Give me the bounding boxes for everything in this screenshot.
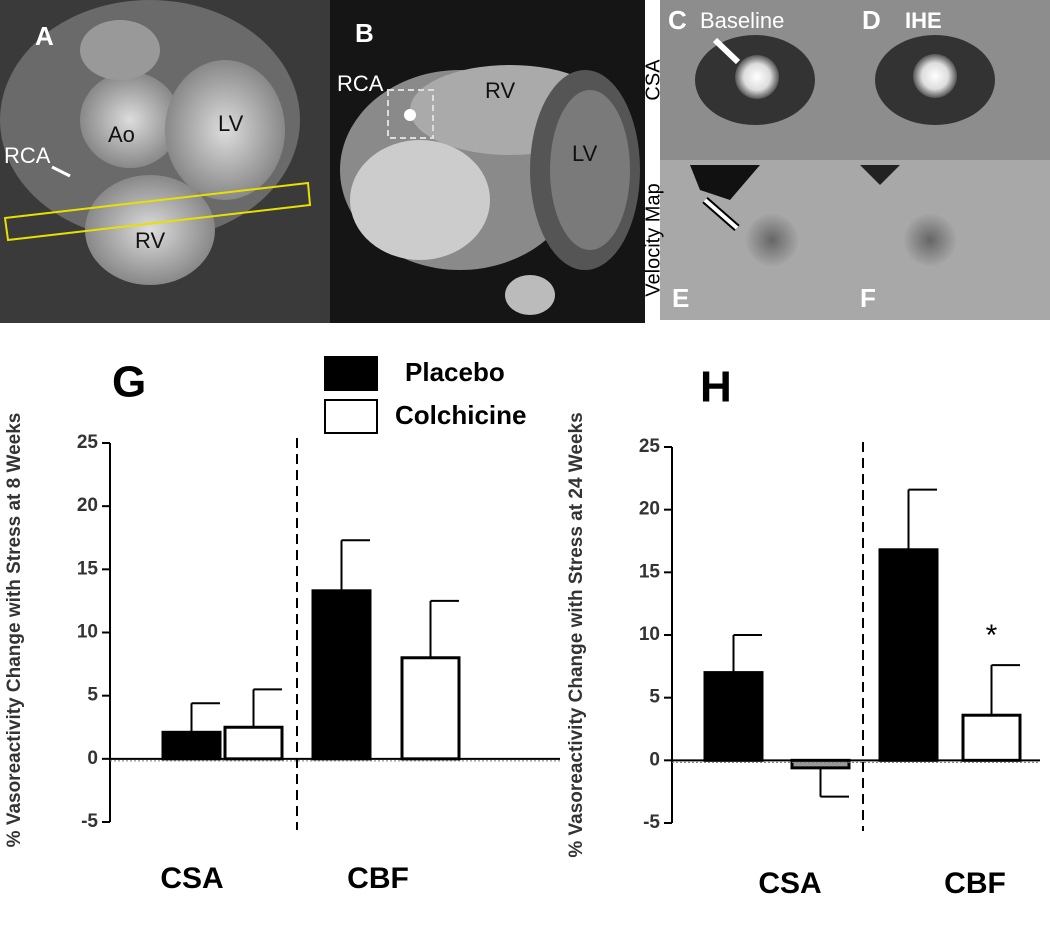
image-a: A RCA Ao LV RV bbox=[0, 0, 330, 323]
y-tick-label: 25 bbox=[639, 436, 661, 457]
panel-letter: F bbox=[860, 283, 876, 313]
bar bbox=[161, 730, 222, 761]
image-label: RV bbox=[135, 228, 165, 253]
image-f: F bbox=[848, 160, 1050, 320]
y-tick-label: 25 bbox=[77, 432, 99, 453]
image-label: RCA bbox=[4, 143, 51, 168]
annotation: * bbox=[986, 619, 998, 652]
y-tick-label: 0 bbox=[87, 748, 98, 769]
y-tick-label: 0 bbox=[649, 749, 660, 770]
y-tick-label: 15 bbox=[77, 558, 99, 579]
x-category-label: CBF bbox=[944, 867, 1006, 900]
x-category-label: CSA bbox=[160, 862, 223, 895]
legend-swatch bbox=[324, 356, 378, 391]
arrow bbox=[703, 198, 739, 230]
panel-letter: A bbox=[35, 21, 54, 51]
y-tick-label: 20 bbox=[77, 495, 98, 516]
y-tick-label: 15 bbox=[639, 561, 661, 582]
image-label: RCA bbox=[337, 71, 384, 96]
bar bbox=[961, 713, 1022, 762]
row-label: Velocity Map bbox=[642, 183, 664, 296]
y-tick-label: 20 bbox=[639, 499, 660, 520]
arrow bbox=[51, 165, 71, 178]
panel-letter: E bbox=[672, 283, 689, 313]
bar bbox=[703, 671, 764, 762]
row-label: CSA bbox=[642, 59, 664, 101]
y-axis-label: % Vasoreactivity Change with Stress at 2… bbox=[566, 412, 587, 857]
bar bbox=[223, 725, 284, 761]
legend-swatch bbox=[324, 399, 378, 434]
image-c: C Baseline bbox=[660, 0, 848, 160]
chart-title: G bbox=[112, 358, 146, 407]
image-label: Ao bbox=[108, 122, 135, 147]
bar bbox=[878, 548, 939, 762]
panel-letter: C bbox=[668, 5, 687, 35]
image-b: B RCA RV LV bbox=[330, 0, 645, 323]
bar bbox=[790, 758, 851, 770]
chart-title: H bbox=[700, 363, 732, 412]
legend-label: Placebo bbox=[405, 357, 505, 387]
image-label: LV bbox=[572, 141, 598, 166]
panel-letter: D bbox=[862, 5, 881, 35]
image-label: LV bbox=[218, 111, 244, 136]
bar bbox=[400, 656, 461, 761]
panel-letter: B bbox=[355, 18, 374, 48]
bar bbox=[311, 589, 372, 761]
arrow bbox=[712, 37, 741, 65]
y-tick-label: -5 bbox=[81, 811, 98, 832]
legend-label: Colchicine bbox=[395, 400, 526, 430]
image-label: IHE bbox=[905, 8, 942, 33]
image-label: RV bbox=[485, 78, 515, 103]
image-e: E bbox=[660, 160, 848, 320]
image-d: D IHE bbox=[848, 0, 1050, 160]
y-tick-label: 5 bbox=[87, 685, 98, 706]
y-tick-label: 10 bbox=[77, 622, 98, 643]
x-category-label: CBF bbox=[347, 862, 409, 895]
y-tick-label: 5 bbox=[649, 687, 660, 708]
image-label: Baseline bbox=[700, 8, 784, 33]
y-axis-label: % Vasoreactivity Change with Stress at 8… bbox=[4, 413, 25, 848]
y-tick-label: -5 bbox=[643, 812, 660, 833]
x-category-label: CSA bbox=[758, 867, 821, 900]
y-tick-label: 10 bbox=[639, 624, 660, 645]
